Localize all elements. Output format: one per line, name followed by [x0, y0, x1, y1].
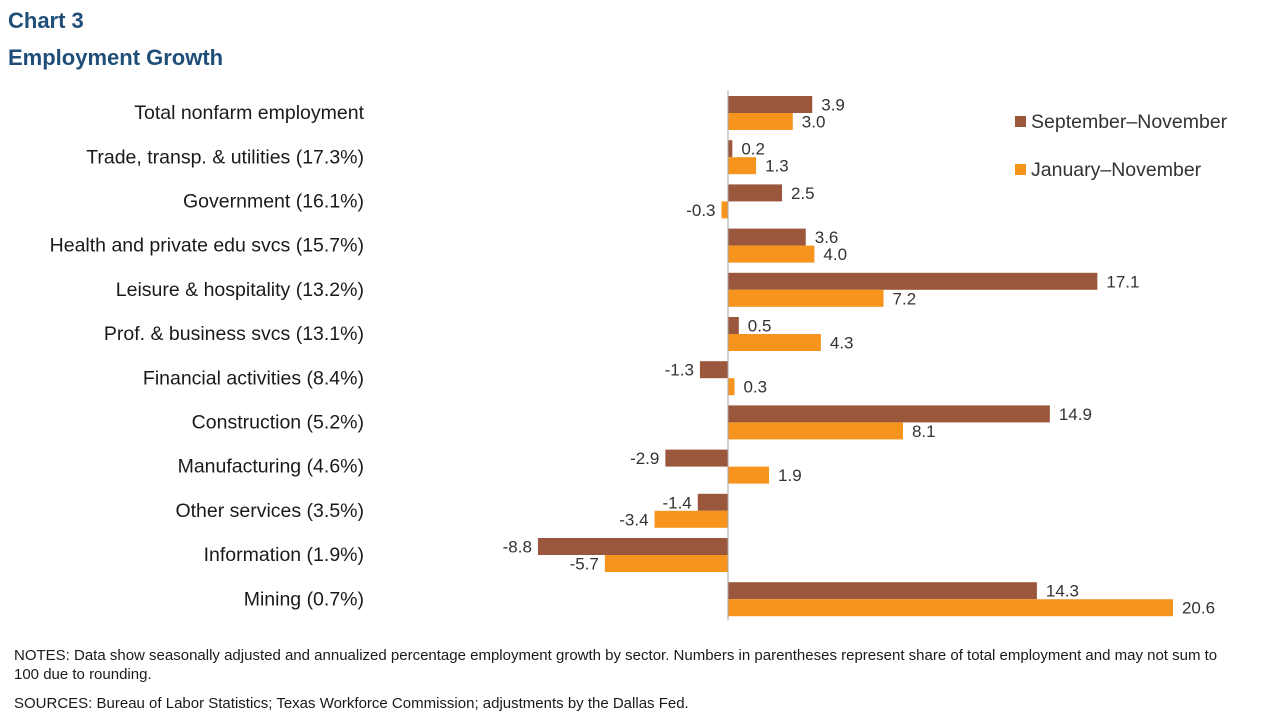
data-label-september-november-financial-activities-8-4: -1.3: [665, 361, 694, 380]
category-label-trade-transp-utilities-17-3: Trade, transp. & utilities (17.3%): [86, 146, 364, 168]
data-label-september-november-other-services-3-5: -1.4: [662, 493, 691, 512]
bar-september-november-leisure-hospitality-13-2: [728, 272, 1098, 290]
bar-september-november-manufacturing-4-6: [665, 449, 728, 467]
bar-september-november-health-and-private-edu-svcs-15-7: [728, 228, 806, 246]
data-label-january-november-information-1-9: -5.7: [570, 555, 599, 574]
category-label-prof-business-svcs-13-1: Prof. & business svcs (13.1%): [104, 323, 364, 345]
chart-notes: NOTES: Data show seasonally adjusted and…: [14, 647, 1218, 683]
category-label-leisure-hospitality-13-2: Leisure & hospitality (13.2%): [116, 279, 364, 301]
data-label-january-november-construction-5-2: 8.1: [912, 422, 936, 441]
data-label-january-november-mining-0-7: 20.6: [1182, 599, 1215, 618]
data-label-september-november-information-1-9: -8.8: [503, 538, 532, 557]
chart-number: Chart 3: [8, 8, 84, 33]
data-label-september-november-total-nonfarm-employment: 3.9: [821, 96, 845, 115]
bar-january-november-manufacturing-4-6: [728, 466, 770, 484]
category-label-manufacturing-4-6: Manufacturing (4.6%): [178, 456, 364, 478]
legend: September–November January–November: [1015, 111, 1228, 181]
category-label-information-1-9: Information (1.9%): [204, 544, 364, 566]
category-label-government-16-1: Government (16.1%): [183, 191, 364, 213]
bar-january-november-construction-5-2: [728, 422, 903, 440]
data-label-january-november-government-16-1: -0.3: [686, 201, 715, 220]
category-label-other-services-3-5: Other services (3.5%): [175, 500, 364, 522]
bar-september-november-mining-0-7: [728, 582, 1037, 600]
category-labels: Total nonfarm employment Trade, transp. &…: [50, 102, 365, 610]
legend-label-january-november: January–November: [1031, 159, 1202, 181]
legend-label-september-november: September–November: [1031, 111, 1228, 133]
data-label-september-november-prof-business-svcs-13-1: 0.5: [748, 317, 772, 336]
bar-january-november-total-nonfarm-employment: [728, 113, 793, 130]
legend-swatch-september-november: [1015, 116, 1026, 127]
bar-january-november-government-16-1: [721, 201, 728, 219]
bars: [537, 96, 1173, 617]
bar-january-november-health-and-private-edu-svcs-15-7: [728, 245, 815, 263]
data-label-january-november-total-nonfarm-employment: 3.0: [802, 113, 826, 132]
bar-january-november-information-1-9: [604, 555, 728, 572]
bar-january-november-mining-0-7: [728, 599, 1173, 617]
data-label-september-november-mining-0-7: 14.3: [1046, 582, 1079, 601]
bar-september-november-construction-5-2: [728, 405, 1050, 423]
bar-september-november-financial-activities-8-4: [699, 361, 728, 379]
bar-september-november-prof-business-svcs-13-1: [728, 317, 739, 334]
data-label-september-november-health-and-private-edu-svcs-15-7: 3.6: [815, 228, 839, 247]
bar-january-november-financial-activities-8-4: [728, 378, 735, 396]
category-label-total-nonfarm-employment: Total nonfarm employment: [134, 102, 364, 124]
bar-january-november-other-services-3-5: [654, 510, 728, 528]
bar-january-november-trade-transp-utilities-17-3: [728, 157, 757, 175]
bar-september-november-information-1-9: [537, 538, 728, 555]
bar-chart: Total nonfarm employment Trade, transp. &…: [50, 90, 1228, 621]
bar-january-november-leisure-hospitality-13-2: [728, 289, 884, 307]
chart-sources: SOURCES: Bureau of Labor Statistics; Tex…: [14, 695, 689, 712]
bar-september-november-total-nonfarm-employment: [728, 96, 813, 113]
data-label-january-november-financial-activities-8-4: 0.3: [743, 378, 767, 397]
category-label-financial-activities-8-4: Financial activities (8.4%): [143, 367, 364, 389]
data-label-september-november-manufacturing-4-6: -2.9: [630, 449, 659, 468]
category-label-mining-0-7: Mining (0.7%): [244, 588, 364, 610]
data-label-january-november-health-and-private-edu-svcs-15-7: 4.0: [823, 245, 847, 264]
data-label-january-november-trade-transp-utilities-17-3: 1.3: [765, 157, 789, 176]
bar-september-november-government-16-1: [728, 184, 782, 202]
category-label-health-and-private-edu-svcs-15-7: Health and private edu svcs (15.7%): [50, 235, 364, 257]
data-labels: 3.93.0 0.21.32.5 -0.3 3.64.0 17.1 7.2 0.5 4.3 -1…: [503, 96, 1215, 618]
bar-september-november-other-services-3-5: [697, 493, 728, 511]
bar-january-november-prof-business-svcs-13-1: [728, 334, 821, 351]
data-label-january-november-prof-business-svcs-13-1: 4.3: [830, 334, 854, 353]
bar-september-november-trade-transp-utilities-17-3: [728, 140, 733, 158]
data-label-january-november-leisure-hospitality-13-2: 7.2: [893, 289, 917, 308]
category-label-construction-5-2: Construction (5.2%): [192, 412, 364, 434]
legend-swatch-january-november: [1015, 164, 1026, 175]
data-label-september-november-government-16-1: 2.5: [791, 184, 815, 203]
data-label-january-november-other-services-3-5: -3.4: [619, 510, 648, 529]
data-label-september-november-construction-5-2: 14.9: [1059, 405, 1092, 424]
data-label-september-november-trade-transp-utilities-17-3: 0.2: [741, 140, 765, 159]
data-label-september-november-leisure-hospitality-13-2: 17.1: [1106, 272, 1139, 291]
chart-title: Employment Growth: [8, 45, 224, 70]
data-label-january-november-manufacturing-4-6: 1.9: [778, 466, 802, 485]
